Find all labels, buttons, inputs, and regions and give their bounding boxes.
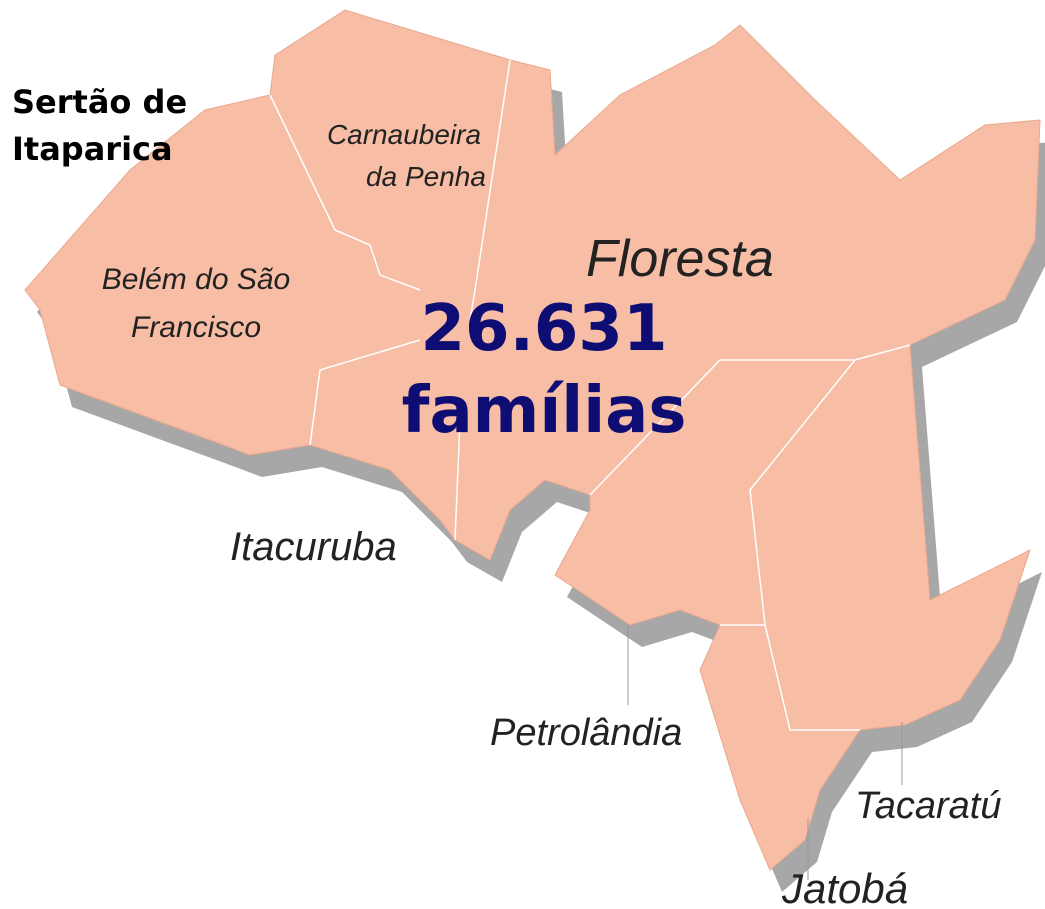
region-title: Sertão de xyxy=(12,83,187,121)
municipality-label: Jatobá xyxy=(781,865,908,909)
municipality-label: Petrolândia xyxy=(490,712,682,754)
municipality-label: Itacuruba xyxy=(230,525,397,569)
municipality-label: Carnaubeira xyxy=(327,119,481,150)
leader-lines xyxy=(627,625,903,880)
municipality-label: Francisco xyxy=(131,311,261,344)
municipality-label: da Penha xyxy=(366,161,486,192)
municipality-label: Belém do São xyxy=(102,263,290,296)
total-families: famílias xyxy=(402,374,687,448)
region-title: Itaparica xyxy=(12,130,173,168)
municipality-label: Floresta xyxy=(586,230,774,288)
borders xyxy=(269,59,911,731)
municipality-label: Tacaratú xyxy=(855,785,1001,827)
total-families: 26.631 xyxy=(421,292,668,366)
